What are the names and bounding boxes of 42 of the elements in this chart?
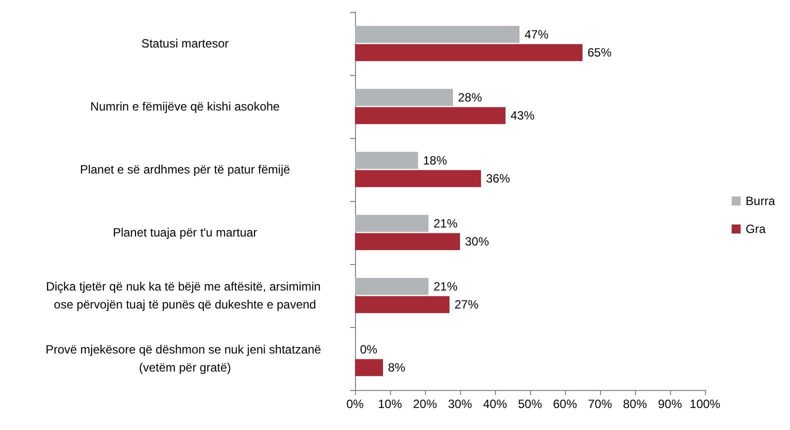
legend-label: Gra (746, 222, 766, 236)
data-label: 18% (423, 153, 448, 168)
data-label: 43% (510, 108, 535, 123)
bar (355, 359, 383, 376)
x-tick-label: 80% (622, 397, 648, 411)
data-label: 27% (454, 298, 479, 312)
data-label: 0% (360, 342, 378, 356)
data-label: 21% (434, 216, 458, 230)
bar (355, 26, 520, 43)
bar (355, 233, 460, 250)
x-tick-label: 10% (378, 397, 402, 411)
x-tick-label: 30% (448, 397, 472, 411)
data-label: 65% (588, 46, 612, 60)
bar (355, 152, 418, 169)
x-tick-label: 0% (346, 397, 364, 411)
x-tick-label: 20% (412, 397, 438, 411)
bar (355, 170, 481, 188)
bar (355, 44, 582, 62)
x-tick-label: 40% (482, 397, 508, 411)
data-label: 28% (458, 90, 482, 104)
y-tick-label: Planet e së ardhmes për të patur fëmijë (80, 162, 290, 176)
bar (355, 214, 428, 232)
x-tick-label: 70% (588, 397, 612, 411)
bar (355, 107, 506, 124)
data-label: 30% (465, 234, 490, 249)
x-tick-label: 100% (690, 397, 721, 411)
legend-label: Burra (746, 194, 776, 208)
data-label: 36% (486, 172, 510, 186)
y-tick-label: Numrin e fëmijëve që kishi asokohe (90, 100, 280, 114)
data-label: 21% (434, 279, 458, 294)
x-tick-label: 90% (658, 397, 682, 411)
bar (355, 278, 428, 295)
bar (355, 296, 450, 314)
bar (355, 88, 453, 106)
y-tick-label: Statusi martesor (141, 36, 229, 50)
y-tick-label: Provë mjekësore që dëshmon se nuk jeni shtatzanë (vetëm për gratë) (46, 342, 324, 374)
x-tick-label: 50% (518, 397, 542, 411)
data-label: 8% (388, 360, 406, 375)
x-tick-label: 60% (552, 397, 578, 411)
y-tick-label: Planet tuaja për t'u martuar (112, 226, 258, 240)
y-tick-label: Diçka tjetër që nuk ka të bëjë me aftësitë, arsimimin ose përvojën tuaj të punës që dukeshte e pavend (46, 280, 324, 312)
data-label: 47% (524, 27, 549, 42)
